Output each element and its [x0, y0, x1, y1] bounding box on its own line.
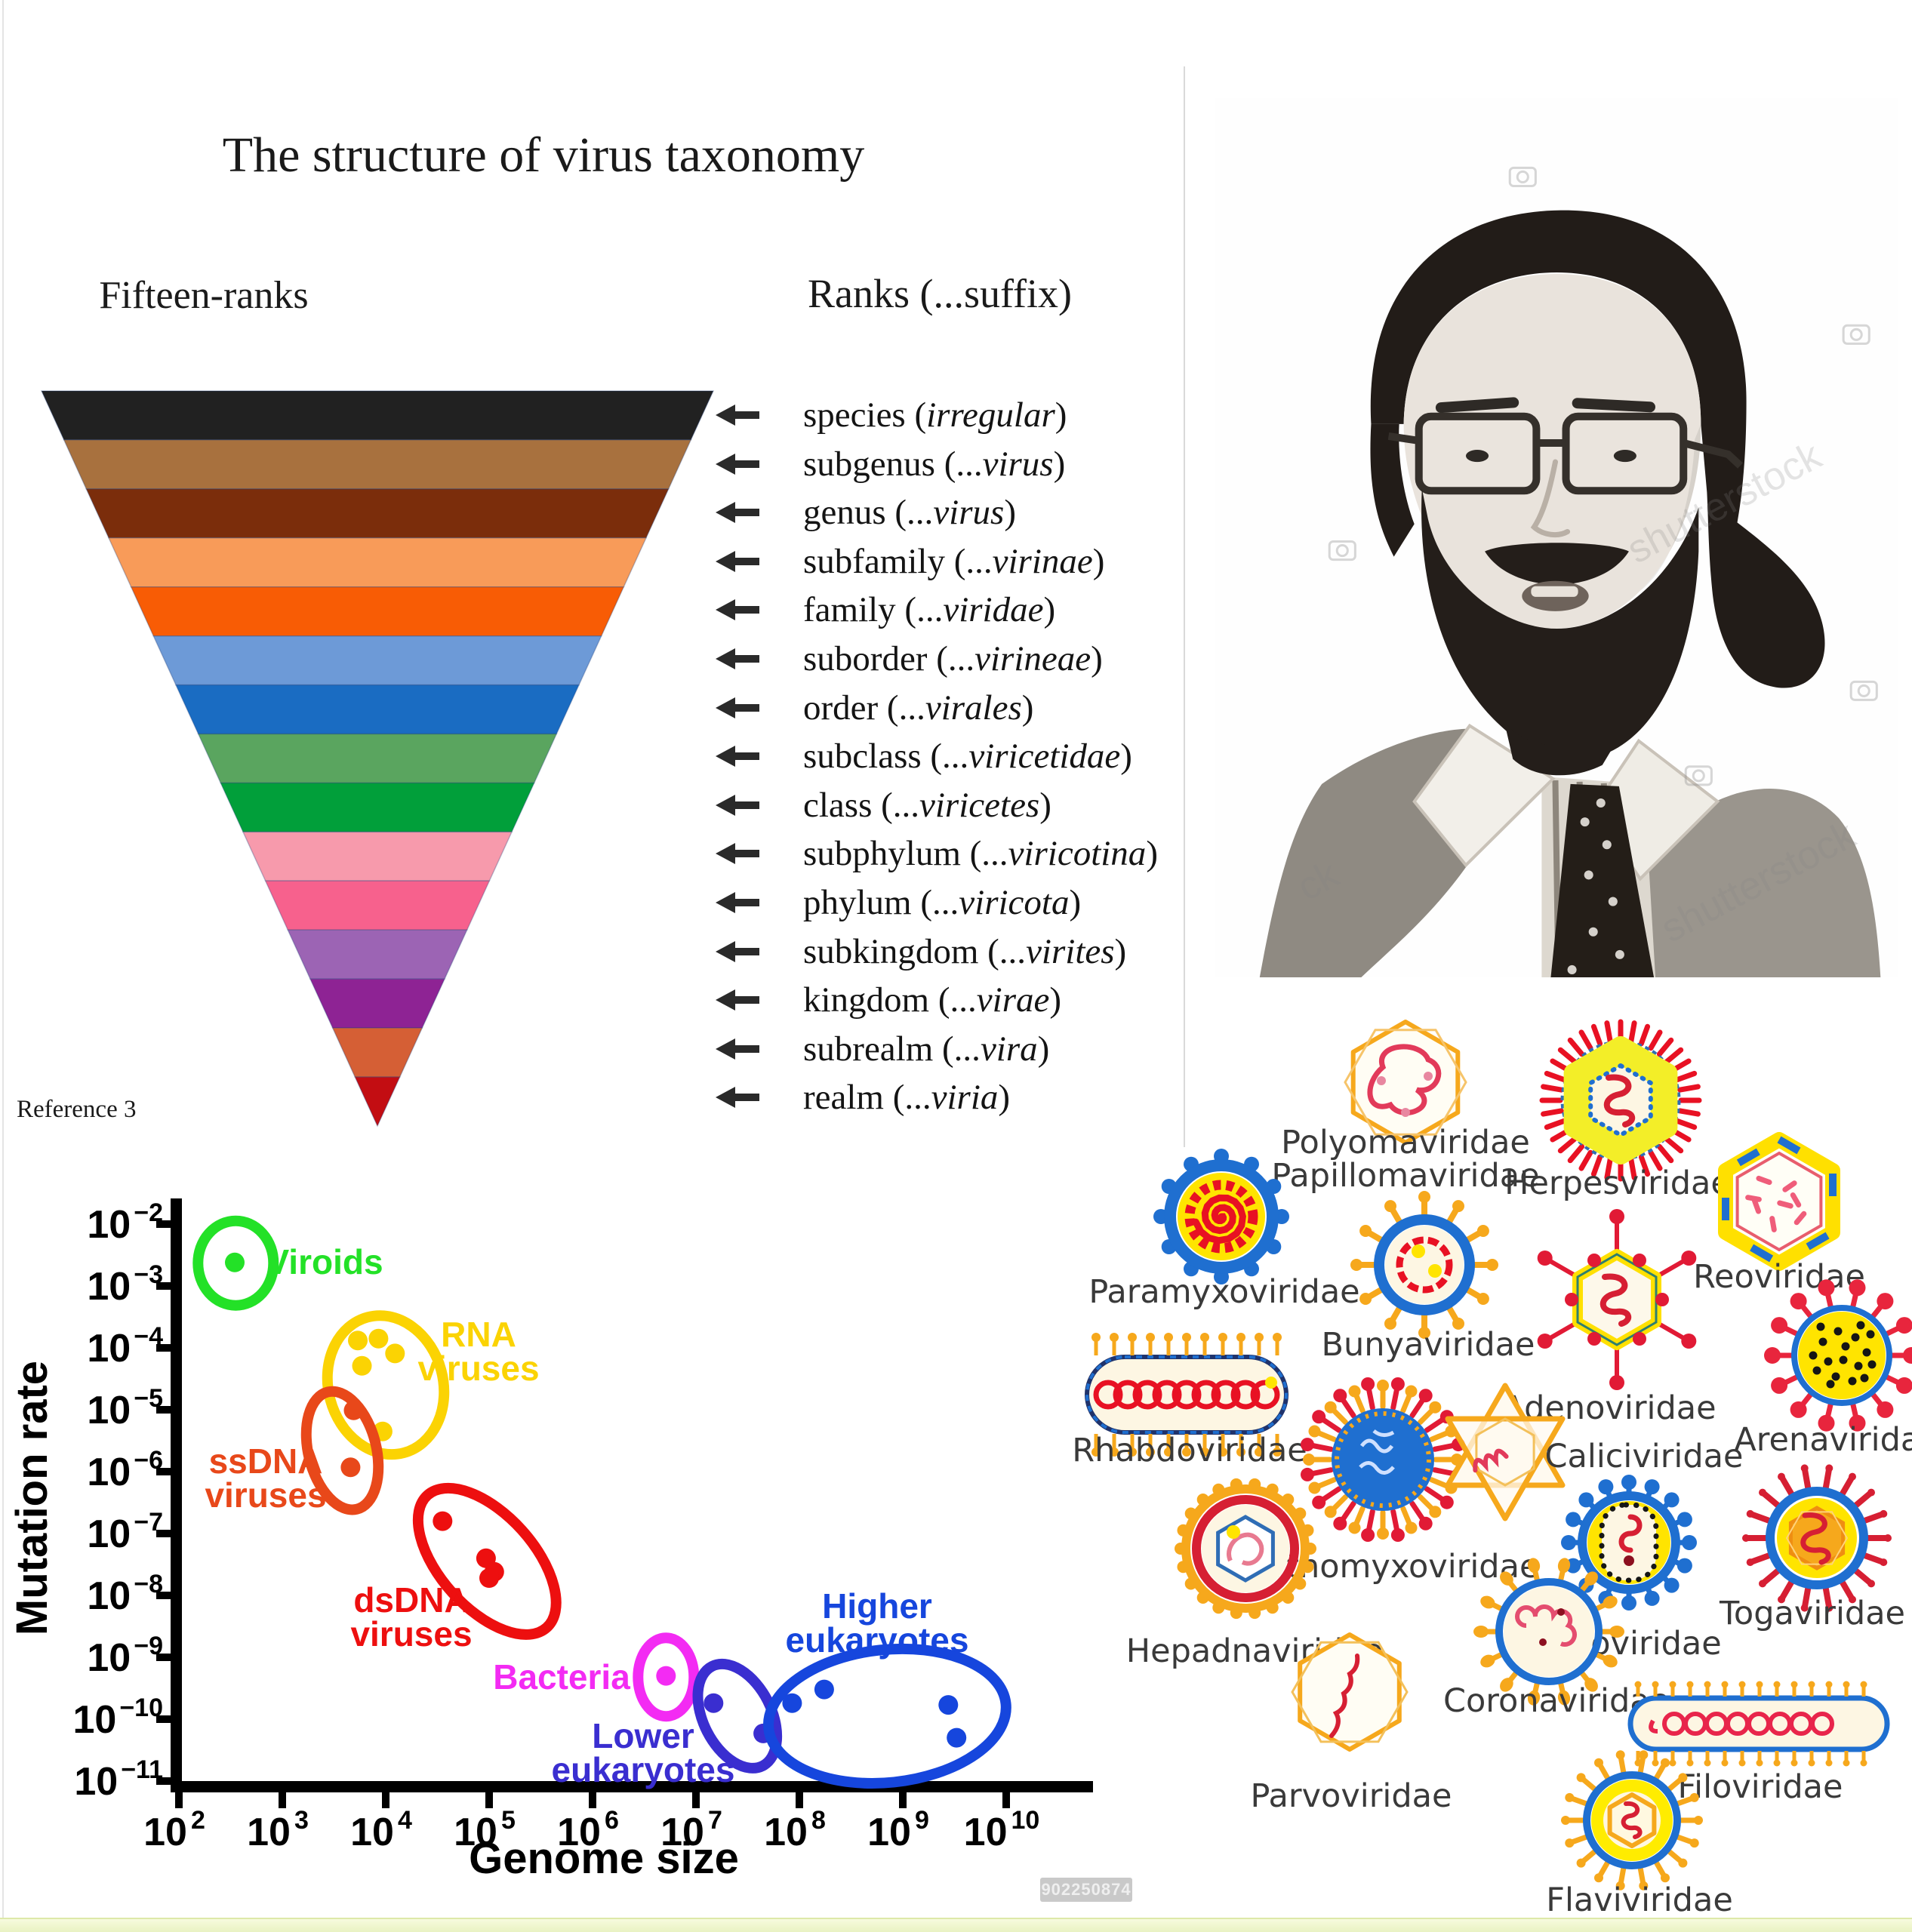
flavi-virus-icon [1561, 1750, 1703, 1890]
hair [1370, 210, 1825, 688]
orthomyxo-virus-icon [1301, 1377, 1465, 1542]
virus-family-label: Bunyaviridae [1321, 1326, 1535, 1364]
ranks-heading: Ranks (...suffix) [808, 271, 1072, 316]
virus-family-label: Togaviridae [1719, 1595, 1906, 1632]
parvo-virus-icon [1291, 1632, 1409, 1752]
virus-family-label: Rhabdoviridae [1072, 1432, 1307, 1469]
slide-divider-line [1184, 66, 1185, 1147]
adeno-virus-icon [1537, 1209, 1697, 1390]
bunya-virus-icon [1350, 1191, 1498, 1339]
retro-virus-icon [1561, 1475, 1697, 1611]
reo-virus-icon [1718, 1132, 1840, 1271]
page-title: The structure of virus taxonomy [222, 128, 865, 183]
portrait-illustration: shutterstock shutterstock ck [1215, 98, 1898, 978]
corona-virus-icon [1473, 1558, 1624, 1706]
portrait-photo: shutterstock shutterstock ck [1215, 98, 1898, 978]
hepadna-virus-icon [1175, 1478, 1316, 1620]
stock-id-badge: 902250874 [1040, 1878, 1132, 1902]
left-edge-line [2, 0, 4, 1932]
virus-family-label: Polyomaviridae [1281, 1124, 1530, 1161]
polyoma-virus-icon [1344, 1020, 1467, 1145]
virus-family-label: Paramyxoviridae [1088, 1273, 1360, 1311]
funnel-heading: Fifteen-ranks [99, 274, 309, 317]
calici-virus-icon [1445, 1383, 1566, 1521]
camera-watermark-icons [1328, 166, 1878, 786]
virus-family-label: Caliciviridae [1544, 1438, 1744, 1475]
reference-note: Reference 3 [17, 1096, 137, 1123]
virus-family-label: Arenaviridae [1734, 1421, 1912, 1459]
beard [1421, 488, 1699, 776]
jacket-left [1259, 728, 1470, 977]
jacket-right [1638, 789, 1881, 977]
toga-virus-icon [1742, 1464, 1892, 1612]
footer-strip [0, 1918, 1912, 1932]
funnel-band-realm [354, 1076, 401, 1128]
filo-virus-icon [1627, 1681, 1890, 1767]
herpes-virus-icon [1539, 1019, 1702, 1182]
virus-family-label: Flaviviridae [1546, 1881, 1733, 1919]
virus-family-label: Parvoviridae [1250, 1777, 1452, 1815]
arena-virus-icon [1764, 1279, 1912, 1432]
rhabdo-virus-icon [1085, 1333, 1289, 1457]
virus-family-label: Reoviridae [1693, 1258, 1865, 1296]
virus-family-label: Papillomaviridae [1271, 1157, 1540, 1195]
virus-family-label: Herpesviridae [1504, 1164, 1731, 1202]
paramyxo-virus-icon [1153, 1149, 1289, 1284]
polka-dot-tie [1550, 783, 1655, 977]
face [1403, 274, 1701, 629]
nose [1530, 459, 1571, 538]
virus-family-label: Filoviridae [1677, 1768, 1843, 1806]
